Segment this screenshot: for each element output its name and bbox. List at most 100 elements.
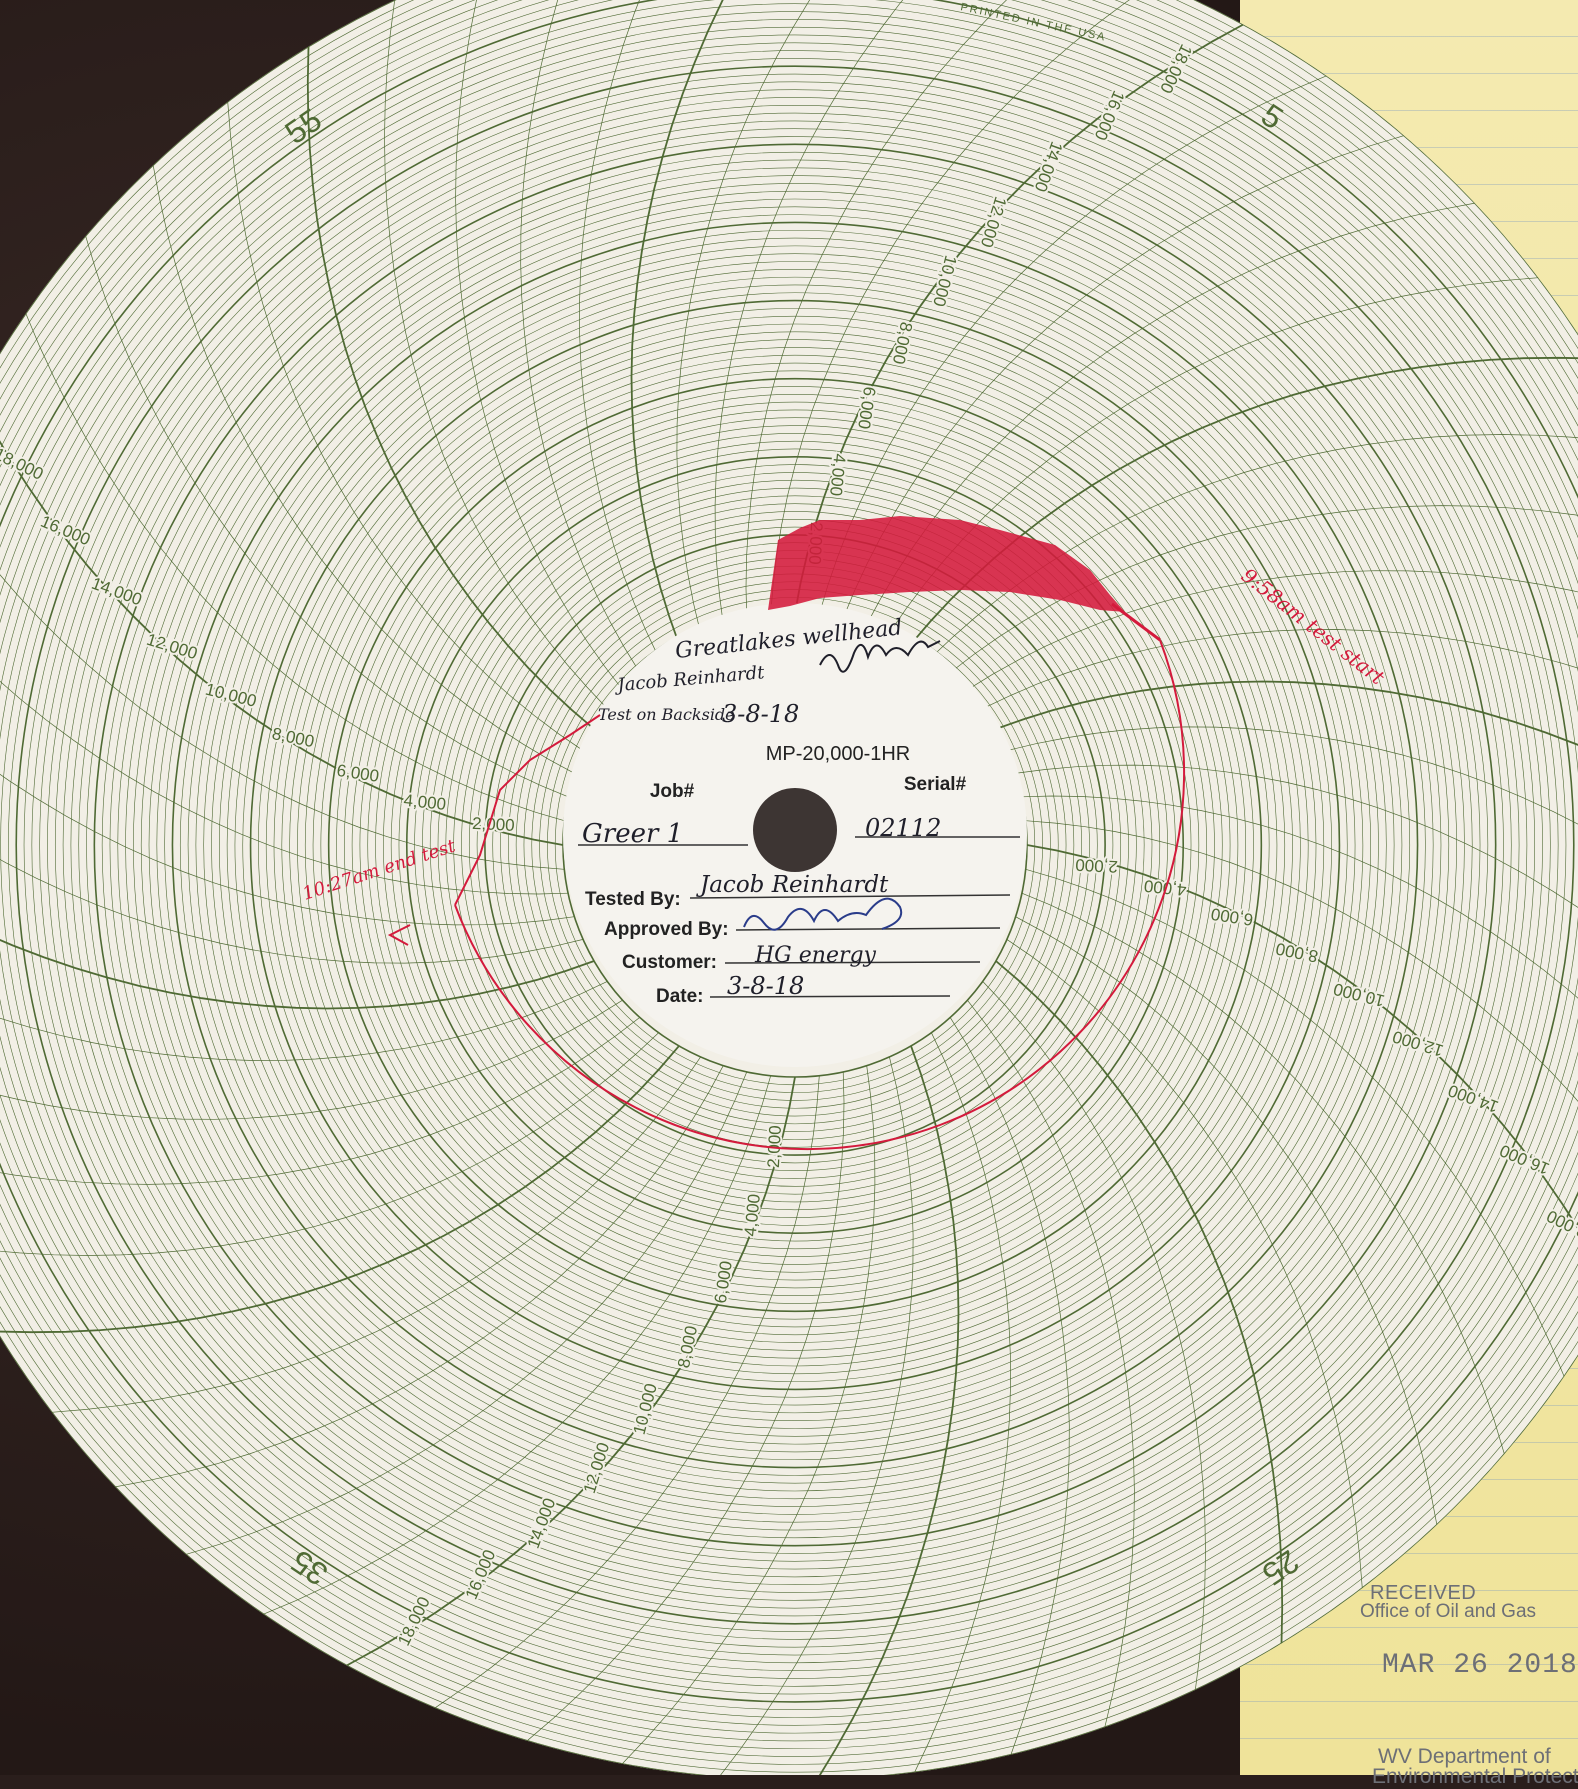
grid-time-line	[1021, 892, 1505, 1455]
grid-time-line	[1025, 820, 1578, 1206]
trace-arrow	[387, 924, 411, 946]
grid-time-line	[1006, 726, 1578, 922]
grid-ring	[0, 19, 1578, 1671]
stamp-received: RECEIVED	[1370, 1582, 1477, 1604]
grid-time-line	[0, 1017, 641, 1185]
grid-ring	[327, 377, 1263, 1313]
grid-ring	[47, 97, 1543, 1593]
grid-time-line	[967, 570, 1578, 691]
grid-ring	[101, 151, 1489, 1539]
grid-time-line	[982, 981, 1206, 1691]
grid-time-line	[1021, 795, 1578, 1114]
grid-ring	[242, 292, 1348, 1398]
grid-ring	[171, 221, 1419, 1469]
grid-time-line	[0, 396, 564, 846]
grid-ring	[281, 331, 1309, 1359]
pressure-tick-label: 2,000	[1075, 855, 1118, 876]
grid-time-line	[115, 1065, 724, 1488]
date-label: Date:	[656, 986, 704, 1007]
grid-time-line	[0, 999, 623, 1120]
stamp-dept-line1: WV Department of	[1378, 1745, 1551, 1768]
grid-ring	[117, 167, 1473, 1523]
signature-tester	[819, 640, 941, 673]
grid-ring	[304, 354, 1286, 1336]
grid-time-line	[949, 1017, 1070, 1755]
grid-time-line	[0, 964, 608, 1061]
grid-ring	[0, 26, 1578, 1664]
grid-ring	[0, 0, 1578, 1695]
grid-time-line	[0, 671, 575, 926]
customer-label: Customer:	[622, 952, 717, 973]
grid-time-line	[0, 768, 584, 964]
trace-line-drop	[1111, 602, 1161, 642]
grid-ring	[195, 245, 1395, 1445]
grid-time-line	[842, 135, 1405, 619]
grid-ring	[437, 487, 1153, 1203]
grid-time-line	[25, 313, 565, 822]
grid-ring	[109, 159, 1481, 1531]
grid-time-line	[152, 165, 575, 774]
grid-time-line	[0, 484, 565, 870]
grid-time-line	[630, 0, 774, 645]
grid-time-line	[676, 0, 872, 634]
grid-ring	[93, 143, 1497, 1547]
grid-ring	[398, 448, 1192, 1242]
grid-time-line	[51, 1056, 701, 1413]
grid-time-line	[914, 1032, 1011, 1773]
grid-time-line	[745, 0, 1064, 619]
signature-approver	[743, 897, 903, 931]
grid-ring	[367, 417, 1223, 1273]
grid-ring	[343, 393, 1247, 1297]
grid-ring	[390, 440, 1200, 1250]
stamp-office: Office of Oil and Gas	[1360, 1601, 1537, 1622]
handwritten-date: 3-8-18	[727, 972, 804, 1000]
grid-time-line	[967, 999, 1135, 1728]
tested-by-line	[689, 894, 1011, 899]
job-label: Job#	[650, 781, 695, 802]
grid-ring	[179, 229, 1411, 1461]
handwritten-tested-by: Jacob Reinhardt	[696, 872, 889, 898]
grid-time-line	[714, 0, 969, 625]
grid-ring	[249, 299, 1341, 1391]
grid-ring	[0, 0, 1578, 1726]
grid-time-line	[455, 0, 623, 691]
grid-ring	[312, 362, 1278, 1328]
handwritten-job-value: Greer 1	[582, 819, 683, 849]
grid-ring	[0, 11, 1578, 1679]
grid-ring	[234, 284, 1356, 1406]
handwritten-note: Test on Backside	[598, 705, 735, 724]
grid-ring	[62, 112, 1528, 1578]
handwritten-date-top: 3-8-18	[722, 700, 799, 728]
grid-ring	[336, 386, 1254, 1304]
grid-ring	[453, 503, 1137, 1187]
pressure-tick-label: 2,000	[472, 814, 515, 835]
grid-time-line	[718, 1056, 914, 1775]
handwritten-serial-value: 02112	[865, 814, 941, 842]
grid-ring	[0, 0, 1578, 1711]
grid-ring	[383, 433, 1207, 1257]
grid-ring	[429, 479, 1161, 1211]
grid-ring	[422, 472, 1168, 1218]
center-hole	[753, 788, 837, 872]
grid-time-line	[995, 680, 1578, 824]
grid-ring	[265, 315, 1325, 1375]
grid-ring	[445, 495, 1145, 1195]
serial-label: Serial#	[904, 774, 967, 795]
grid-ring	[320, 370, 1270, 1320]
grid-time-line	[185, 1071, 748, 1555]
grid-ring	[133, 183, 1457, 1507]
stamp-date: MAR 26 2018	[1382, 1650, 1578, 1681]
grid-time-line	[227, 101, 584, 751]
grid-ring	[0, 0, 1578, 1703]
grid-ring	[203, 253, 1387, 1437]
grid-time-line	[85, 235, 569, 798]
model-label: MP-20,000-1HR	[766, 743, 911, 765]
grid-ring	[273, 323, 1317, 1367]
grid-time-line	[995, 960, 1284, 1644]
trace-line-end	[454, 714, 601, 906]
grid-ring	[211, 261, 1379, 1429]
grid-time-line	[794, 23, 1244, 614]
grid-time-line	[1006, 939, 1363, 1589]
